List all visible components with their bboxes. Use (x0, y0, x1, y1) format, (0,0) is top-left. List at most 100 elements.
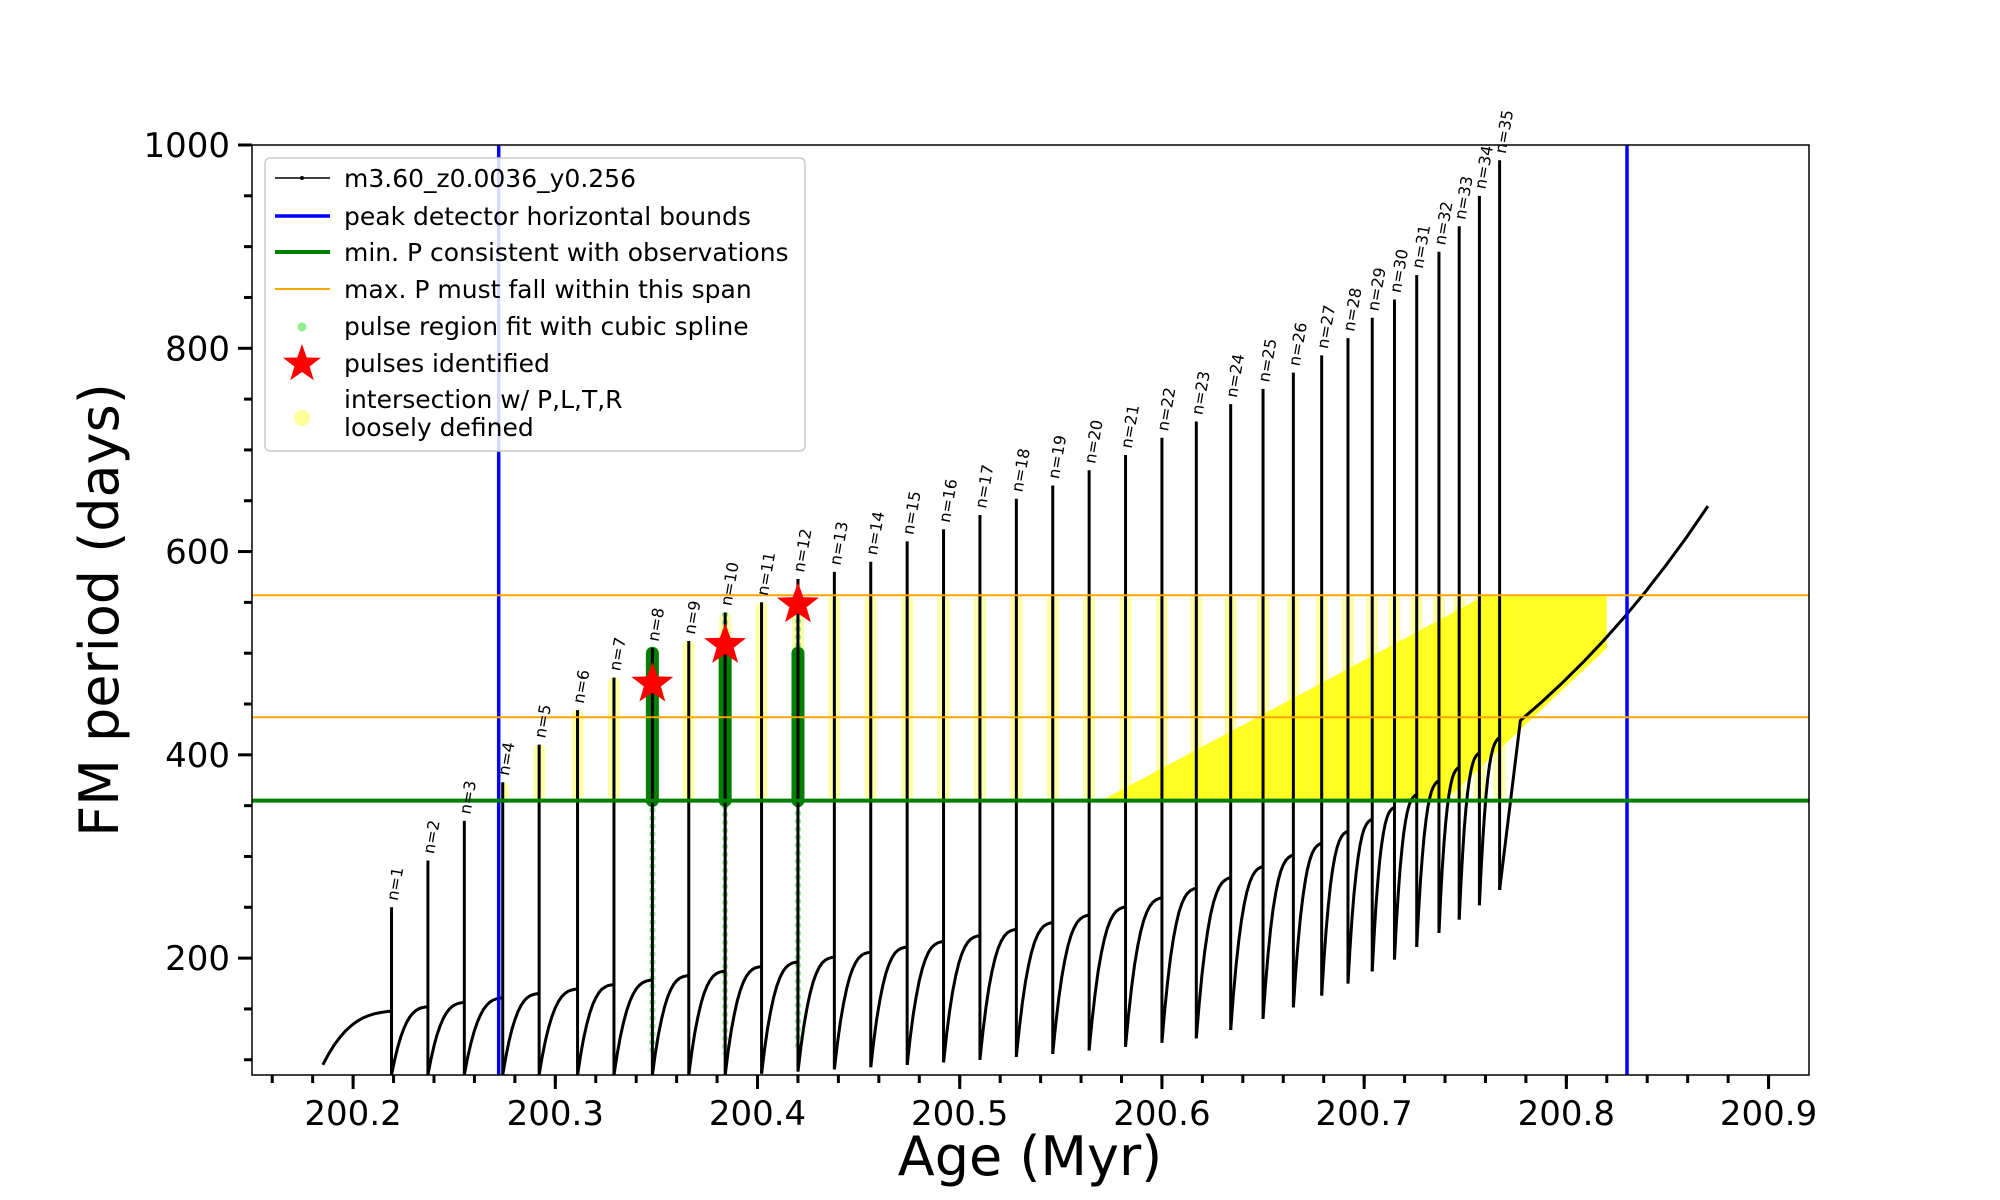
track-interpulse-segment (723, 965, 762, 1076)
track-interpulse-segment (612, 978, 653, 1076)
evolution-track (321, 160, 1710, 1076)
track-interpulse-segment (760, 960, 799, 1074)
pulse-label: n=19 (1044, 434, 1070, 481)
legend-label-intersection: intersection w/ P,L,T,R loosely defined (344, 385, 623, 442)
pulse-label: n=5 (530, 703, 555, 740)
track-interpulse-segment (537, 987, 578, 1076)
track-interpulse-segment (978, 927, 1017, 1060)
pulse-star (777, 582, 819, 623)
pulse-label: n=2 (419, 819, 444, 856)
track-interpulse-segment (1014, 921, 1053, 1058)
legend-label-intersection-line: intersection w/ P,L,T,R (344, 385, 623, 414)
x-tick-label: 200.2 (304, 1094, 401, 1134)
track-interpulse-segment (321, 1009, 392, 1066)
legend-box (264, 157, 806, 452)
pulse-label: n=35 (1491, 108, 1517, 155)
track-interpulse-segment (576, 983, 615, 1076)
track-interpulse-segment (1457, 751, 1481, 920)
track-interpulse-segment (687, 969, 726, 1076)
track-interpulse-segment (905, 940, 944, 1066)
y-tick-label: 1000 (143, 126, 230, 166)
track-interpulse-segment (1415, 779, 1440, 947)
track-interpulse-segment (650, 974, 689, 1076)
track-interpulse-segment (942, 934, 981, 1063)
x-tick-label: 200.8 (1518, 1094, 1615, 1134)
track-interpulse-segment (1124, 896, 1163, 1047)
pulse-label: n=30 (1386, 248, 1412, 295)
pulse-label: n=20 (1080, 418, 1106, 465)
track-interpulse-segment (1087, 905, 1126, 1051)
pulse-label: n=28 (1339, 286, 1365, 333)
pulse-label: n=15 (898, 490, 924, 537)
pulse-label: n=8 (644, 606, 669, 643)
track-interpulse-segment (1346, 817, 1373, 984)
x-axis-title: Age (Myr) (898, 1125, 1163, 1188)
track-interpulse-segment (832, 950, 872, 1070)
pulse-label: n=6 (569, 668, 594, 705)
pulse-label: n=9 (680, 599, 705, 636)
x-tick-label: 200.9 (1720, 1094, 1817, 1134)
track-interpulse-segment (390, 1005, 429, 1076)
track-interpulse-segment (1229, 865, 1264, 1031)
x-tick-label: 200.4 (709, 1094, 806, 1134)
x-tick-label: 200.7 (1315, 1094, 1412, 1134)
x-tick-label: 200.3 (507, 1094, 604, 1134)
pulse-label: n=18 (1008, 447, 1034, 494)
legend-label-pulses: pulses identified (344, 349, 550, 378)
identified-pulses (631, 582, 819, 702)
legend-track-marker (300, 176, 304, 180)
legend-star-marker (283, 344, 321, 381)
track-interpulse-segment (1194, 876, 1232, 1039)
pulse-label: n=13 (826, 520, 852, 567)
pulse-label: n=24 (1222, 352, 1248, 399)
track-interpulse-segment (426, 1000, 465, 1076)
track-interpulse-segment (1051, 913, 1090, 1055)
legend: m3.60_z0.0036_y0.256 peak detector horiz… (264, 157, 806, 452)
pulse-label: n=11 (753, 551, 779, 598)
legend-label-max-p: max. P must fall within this span (344, 275, 752, 304)
pulse-star (704, 623, 747, 663)
pulse-label: n=26 (1285, 321, 1311, 368)
pulse-label: n=25 (1254, 337, 1280, 384)
pulse-label: n=3 (456, 779, 481, 816)
pulse-label: n=7 (605, 636, 630, 673)
track-interpulse-segment (1437, 765, 1461, 934)
pulse-label: n=12 (789, 527, 815, 574)
legend-label-intersection-line: loosely defined (344, 413, 534, 442)
legend-intersection-marker (294, 410, 310, 426)
pulse-label: n=21 (1117, 403, 1143, 450)
intersection-wedge (1101, 595, 1607, 801)
legend-label-min-p: min. P consistent with observations (344, 238, 789, 267)
pulse-label: n=27 (1313, 304, 1339, 351)
pulse-label: n=1 (383, 865, 408, 902)
track-interpulse-segment (1261, 853, 1294, 1020)
plot-frame (251, 144, 1810, 1076)
track-interpulse-segment (1393, 793, 1418, 960)
y-axis-title: FM period (days) (68, 383, 131, 837)
y-tick-label: 800 (165, 329, 230, 369)
track-interpulse-segment (1477, 736, 1501, 906)
track-interpulse-segment (462, 996, 503, 1076)
track-interpulse-segment (869, 945, 908, 1068)
legend-label-peak-bounds: peak detector horizontal bounds (344, 202, 751, 231)
pulse-label: n=16 (935, 477, 961, 524)
track-interpulse-segment (1320, 829, 1349, 996)
pulse-label: n=22 (1153, 386, 1179, 433)
y-tick-label: 400 (165, 736, 230, 776)
legend-label-track: m3.60_z0.0036_y0.256 (344, 164, 636, 193)
pulse-label: n=23 (1188, 370, 1214, 417)
reference-lines (252, 145, 1809, 1075)
legend-spline-marker (297, 322, 307, 332)
track-interpulse-segment (796, 955, 835, 1072)
legend-label-spline: pulse region fit with cubic spline (344, 312, 749, 341)
track-interpulse-segment (1370, 805, 1396, 972)
track-interpulse-segment (501, 992, 540, 1076)
y-tick-label: 200 (165, 939, 230, 979)
y-tick-label: 600 (165, 533, 230, 573)
pulse-label: n=17 (971, 463, 997, 510)
pulse-label: n=14 (862, 510, 888, 557)
x-axis: 200.2 200.3 200.4 200.5 200.6 200.7 200.8 200.9 (270, 1075, 1817, 1134)
track-interpulse-segment (1291, 841, 1323, 1008)
track-tail (1498, 505, 1710, 891)
track-interpulse-segment (1160, 886, 1197, 1043)
